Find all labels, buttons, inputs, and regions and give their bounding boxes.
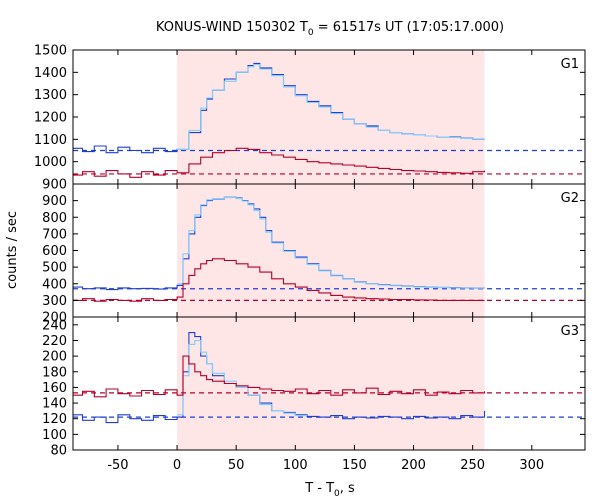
x-tick-label: 0 (173, 458, 181, 473)
x-tick-label: 250 (460, 458, 485, 473)
y-tick-label: 80 (50, 444, 67, 459)
xlabel-subscript: 0 (334, 489, 340, 499)
y-tick-label: 200 (42, 311, 67, 326)
y-tick-label: 1200 (34, 111, 67, 126)
series-G3-red (73, 355, 486, 398)
series-G1-red (73, 147, 486, 178)
y-tick-label: 1000 (34, 155, 67, 170)
y-tick-label: 200 (42, 350, 67, 365)
shaded-interval (177, 50, 485, 184)
y-tick-label: 1300 (34, 88, 67, 103)
series-G3-light_blue (177, 339, 308, 417)
x-axis-label: T - T0, s (304, 481, 355, 499)
panel-label: G1 (561, 57, 579, 72)
y-tick-label: 1100 (34, 133, 67, 148)
xlabel-prefix: T - T (304, 481, 334, 496)
y-tick-label: 180 (42, 365, 67, 380)
x-tick-label: 150 (342, 458, 367, 473)
x-tick-labels: -50 0 50 100 150 200 250 300 (107, 458, 544, 473)
panel-label: G2 (561, 191, 579, 206)
panel-G1: 900 1000 1100 1200 1300 1400 1500 G1 (34, 44, 586, 193)
y-tick-label: 220 (42, 334, 67, 349)
x-tick-label: 300 (519, 458, 544, 473)
x-tick-label: 100 (283, 458, 308, 473)
series-G2-red (73, 258, 485, 302)
xlabel-suffix: , s (340, 481, 355, 496)
y-tick-label: 120 (42, 412, 67, 427)
y-tick-label: 700 (42, 227, 67, 242)
shaded-interval (177, 317, 485, 450)
title-subscript: 0 (308, 28, 314, 38)
title-prefix: KONUS-WIND 150302 T (156, 20, 308, 35)
y-tick-label: 800 (42, 211, 67, 226)
y-axis-label: counts / sec (5, 211, 20, 289)
y-tick-label: 100 (42, 428, 67, 443)
y-tick-label: 240 (42, 318, 67, 333)
panel-frame (72, 316, 586, 451)
x-tick-label: 50 (228, 458, 245, 473)
y-tick-label: 900 (42, 178, 67, 193)
y-tick-label: 400 (42, 277, 67, 292)
y-tick-label: 140 (42, 397, 67, 412)
panels-group: 900 1000 1100 1200 1300 1400 1500 G1 200 300 40050… (34, 44, 586, 459)
y-tick-label: 160 (42, 381, 67, 396)
y-tick-label: 300 (42, 294, 67, 309)
title-suffix: = 61517s UT (17:05:17.000) (314, 20, 504, 35)
y-tick-label: 1500 (34, 44, 67, 59)
figure-title: KONUS-WIND 150302 T0 = 61517s UT (17:05:… (156, 20, 504, 38)
y-tick-label: 500 (42, 261, 67, 276)
series-G1-light_blue (177, 63, 486, 150)
shaded-interval (177, 184, 485, 317)
x-tick-label: 200 (401, 458, 426, 473)
y-tick-label: 600 (42, 244, 67, 259)
y-tick-label: 900 (42, 194, 67, 209)
series-G2-light_blue (177, 197, 486, 289)
panel-label: G3 (561, 324, 579, 339)
y-tick-label: 1400 (34, 66, 67, 81)
x-tick-label: -50 (107, 458, 128, 473)
